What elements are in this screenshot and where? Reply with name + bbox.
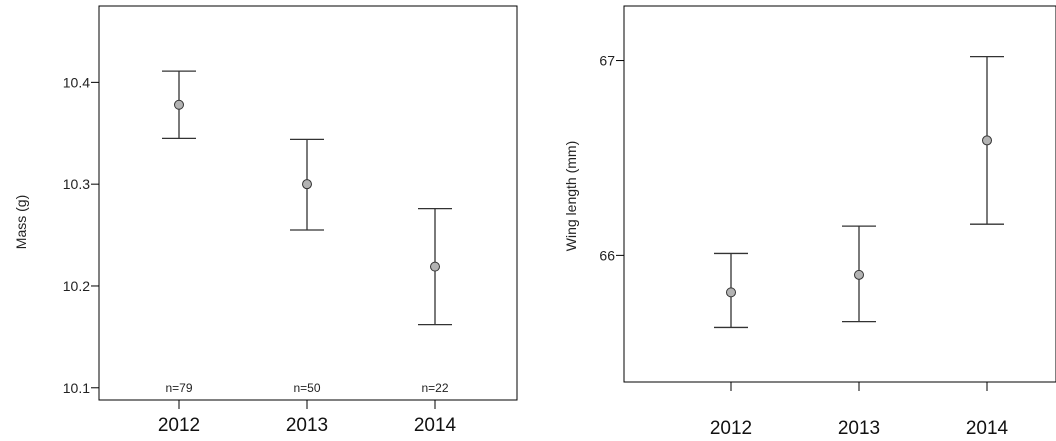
wing-length-y-axis-title: Wing length (mm) [563, 141, 579, 251]
mass-sample-size-label: n=50 [293, 381, 320, 395]
mass-x-tick-label: 2014 [414, 415, 457, 436]
wing-length-data-marks [714, 56, 1004, 329]
mass-sample-size-label: n=79 [165, 381, 192, 395]
mass-y-tick-label: 10.3 [63, 176, 90, 192]
mass-sample-size-annotations: n=79 n=50 n=22 [165, 381, 448, 395]
mass-x-ticks: 2012 2013 2014 [158, 400, 457, 436]
mass-plot-frame [98, 5, 518, 401]
mass-y-ticks: 10.1 10.2 10.3 10.4 [63, 74, 99, 396]
mass-x-tick-label: 2013 [286, 415, 328, 436]
mass-sample-size-label: n=22 [421, 381, 448, 395]
wing-length-plot-frame [623, 5, 1056, 383]
mass-data-point [430, 261, 440, 272]
wing-length-x-tick-label: 2014 [966, 418, 1009, 439]
wing-length-x-tick-label: 2013 [838, 418, 880, 439]
mass-y-tick-label: 10.2 [63, 278, 90, 294]
wing-length-y-tick-label: 67 [599, 53, 615, 69]
mass-y-axis-title: Mass (g) [13, 195, 29, 249]
wing-length-y-ticks: 66 67 [599, 53, 624, 263]
mass-data-point [302, 179, 312, 190]
wing-length-data-point [982, 135, 992, 146]
mass-y-tick-label: 10.4 [63, 74, 90, 90]
mass-x-tick-label: 2012 [158, 415, 200, 436]
wing-length-x-ticks: 2012 2013 2014 [710, 382, 1009, 439]
wing-length-x-tick-label: 2012 [710, 418, 752, 439]
mass-panel: Mass (g) 10.1 10.2 10.3 10.4 2012 2013 2014 n… [13, 5, 518, 436]
wing-length-data-point [854, 269, 864, 280]
mass-data-marks [162, 70, 452, 326]
wing-length-y-tick-label: 66 [599, 247, 615, 263]
wing-length-panel: Wing length (mm) 66 67 2012 2013 2014 [563, 5, 1056, 439]
mass-data-point [174, 99, 184, 110]
mass-y-tick-label: 10.1 [63, 380, 90, 396]
wing-length-data-point [726, 287, 736, 298]
